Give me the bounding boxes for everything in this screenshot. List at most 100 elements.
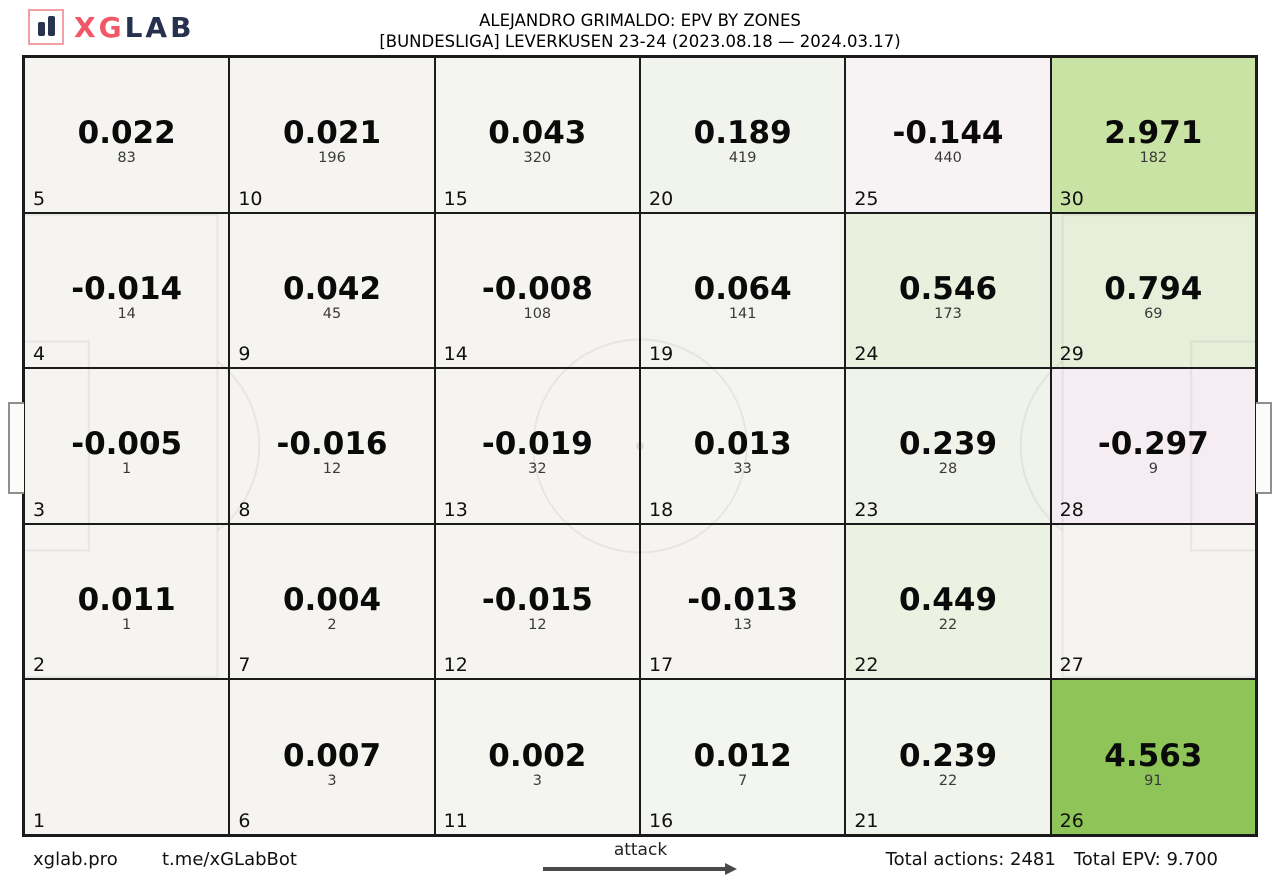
zone-23-bg	[845, 368, 1051, 524]
zone-5-bg	[24, 57, 230, 213]
zone-11-bg	[434, 679, 640, 835]
zone-23-number: 23	[854, 498, 879, 521]
zone-16-action-count: 7	[738, 772, 748, 789]
zone-cell-22: 0.449 22 22	[845, 523, 1051, 680]
zone-22-action-count: 22	[938, 617, 958, 634]
total-actions: Total actions: 2481	[885, 849, 1056, 870]
zone-cell-30: 2.971 182 30	[1050, 57, 1256, 213]
total-actions-value: 2481	[1010, 849, 1056, 870]
zone-19-number: 19	[649, 343, 674, 366]
zone-cell-1: 1	[24, 679, 230, 835]
zone-6-epv-value: 0.007	[282, 737, 382, 774]
zone-21-bg	[845, 679, 1051, 835]
zone-1-number: 1	[33, 809, 46, 832]
zone-10-epv-value: 0.021	[282, 115, 382, 152]
zone-cell-2: 0.011 1 2	[24, 523, 230, 680]
zone-cell-12: -0.015 12 12	[434, 523, 640, 680]
total-epv: Total EPV: 9.700	[1073, 849, 1218, 870]
zone-cell-17: -0.013 13 17	[640, 523, 846, 680]
header: XGLAB ALEJANDRO GRIMALDO: EPV BY ZONES […	[0, 0, 1280, 55]
chart-title-block: ALEJANDRO GRIMALDO: EPV BY ZONES [BUNDES…	[0, 10, 1280, 52]
zone-cell-19: 0.064 141 19	[640, 212, 846, 369]
zone-10-number: 10	[238, 187, 263, 210]
zone-8-bg	[229, 368, 435, 524]
zone-26-epv-value: 4.563	[1104, 737, 1203, 774]
zone-4-bg	[24, 212, 230, 369]
zone-30-number: 30	[1059, 187, 1084, 210]
zone-cell-14: -0.008 108 14	[434, 212, 640, 369]
zone-7-bg	[229, 523, 435, 680]
zone-13-number: 13	[443, 498, 468, 521]
zone-22-bg	[845, 523, 1051, 680]
zone-13-action-count: 32	[528, 461, 547, 478]
zone-29-epv-value: 0.794	[1104, 270, 1203, 307]
zone-20-action-count: 419	[728, 150, 757, 167]
left-goal	[8, 402, 24, 494]
zone-14-action-count: 108	[523, 305, 552, 322]
telegram-bot-link: t.me/xGLabBot	[162, 849, 297, 870]
zone-26-number: 26	[1059, 809, 1084, 832]
zone-4-number: 4	[33, 343, 46, 366]
zone-11-number: 11	[443, 809, 468, 832]
zone-28-bg	[1050, 368, 1256, 524]
zone-12-epv-value: -0.015	[481, 582, 593, 619]
zone-16-epv-value: 0.012	[693, 737, 792, 774]
zone-18-action-count: 33	[733, 461, 752, 478]
attack-direction: attack	[543, 840, 738, 875]
zone-5-number: 5	[33, 187, 46, 210]
zone-cell-3: -0.005 1 3	[24, 368, 230, 524]
zone-cell-13: -0.019 32 13	[434, 368, 640, 524]
zone-14-number: 14	[443, 343, 468, 366]
zone-25-action-count: 440	[934, 150, 962, 167]
zone-18-epv-value: 0.013	[693, 426, 792, 463]
zone-17-bg	[640, 523, 846, 680]
zone-cell-7: 0.004 2 7	[229, 523, 435, 680]
pitch: 0.022 83 5 0.021 196 10 0.043 320 15 0.189 419 20 -0…	[8, 55, 1272, 837]
zone-30-action-count: 182	[1139, 150, 1168, 167]
zone-19-action-count: 141	[728, 305, 757, 322]
zone-29-number: 29	[1059, 343, 1084, 366]
zone-cell-8: -0.016 12 8	[229, 368, 435, 524]
zone-5-action-count: 83	[117, 150, 136, 167]
zone-12-bg	[434, 523, 640, 680]
zone-cell-6: 0.007 3 6	[229, 679, 435, 835]
zone-cell-23: 0.239 28 23	[845, 368, 1051, 524]
zone-27-number: 27	[1059, 654, 1084, 677]
zone-28-number: 28	[1059, 498, 1084, 521]
zone-2-bg	[24, 523, 230, 680]
zone-28-action-count: 9	[1148, 461, 1158, 478]
zone-25-epv-value: -0.144	[892, 115, 1004, 152]
zone-8-epv-value: -0.016	[276, 426, 388, 463]
bar-chart-icon	[28, 9, 64, 45]
zone-13-bg	[434, 368, 640, 524]
zone-cell-28: -0.297 9 28	[1050, 368, 1256, 524]
zone-cell-27: 27	[1050, 523, 1256, 680]
zone-11-action-count: 3	[532, 772, 542, 789]
zone-cell-11: 0.002 3 11	[434, 679, 640, 835]
zone-19-bg	[640, 212, 846, 369]
zone-4-action-count: 14	[117, 305, 136, 322]
zone-2-action-count: 1	[122, 617, 132, 634]
zone-9-number: 9	[238, 343, 251, 366]
zone-cell-15: 0.043 320 15	[434, 57, 640, 213]
zone-21-epv-value: 0.239	[898, 737, 998, 774]
attack-arrow-icon	[543, 863, 738, 875]
zone-21-action-count: 22	[938, 772, 958, 789]
zone-24-bg	[845, 212, 1051, 369]
total-epv-value: 9.700	[1166, 849, 1218, 870]
zone-7-action-count: 2	[327, 617, 337, 634]
zone-24-number: 24	[854, 343, 879, 366]
zone-cell-9: 0.042 45 9	[229, 212, 435, 369]
zone-6-bg	[229, 679, 435, 835]
zone-3-epv-value: -0.005	[71, 426, 183, 463]
zone-18-bg	[640, 368, 846, 524]
zone-6-action-count: 3	[327, 772, 337, 789]
zone-17-number: 17	[649, 654, 674, 677]
zone-12-action-count: 12	[528, 617, 547, 634]
zone-28-epv-value: -0.297	[1097, 426, 1209, 463]
zone-4-epv-value: -0.014	[71, 270, 183, 307]
footer: xglab.pro t.me/xGLabBot attack Total act…	[0, 837, 1280, 883]
site-link: xglab.pro	[33, 849, 118, 870]
right-goal	[1256, 402, 1272, 494]
zone-13-epv-value: -0.019	[481, 426, 593, 463]
